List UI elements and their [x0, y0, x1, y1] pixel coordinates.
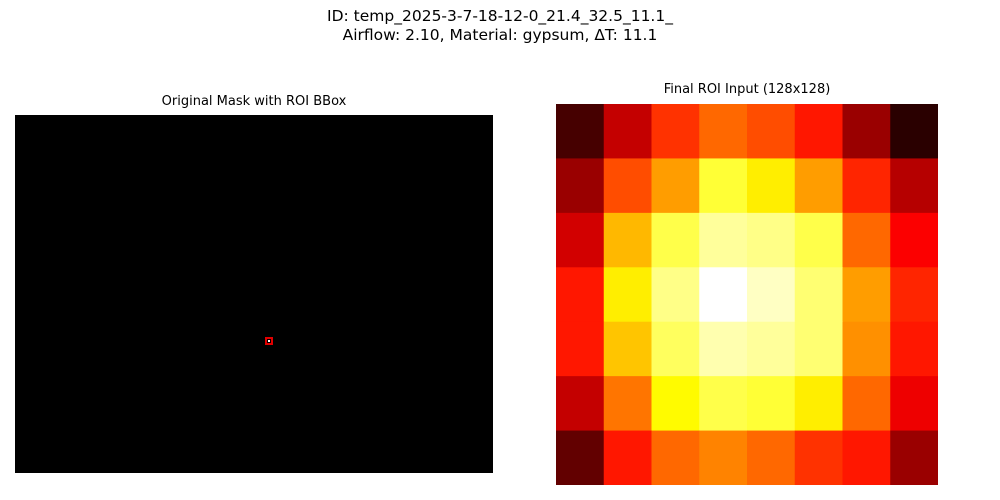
- heatmap-cell: [794, 376, 844, 432]
- heatmap-cell: [556, 104, 605, 160]
- heatmap-cell: [842, 267, 891, 323]
- heatmap-cell: [747, 104, 796, 160]
- heatmap-cell: [651, 430, 700, 485]
- heatmap-cell: [556, 267, 605, 323]
- heatmap-cell: [556, 212, 605, 268]
- heatmap-cell: [651, 158, 700, 214]
- heatmap-cell: [890, 104, 938, 160]
- heatmap-cell: [651, 104, 700, 160]
- heatmap-cell: [842, 104, 891, 160]
- heatmap-cell: [794, 430, 844, 485]
- heatmap-cell: [747, 158, 796, 214]
- heatmap-cell: [651, 321, 700, 377]
- roi-heatmap: [556, 104, 938, 485]
- heatmap-cell: [794, 267, 844, 323]
- original-mask-image: [15, 115, 493, 473]
- heatmap-cell: [842, 321, 891, 377]
- heatmap-cell: [699, 212, 748, 268]
- heatmap-cell: [556, 376, 605, 432]
- heatmap-cell: [842, 376, 891, 432]
- heatmap-cell: [603, 158, 653, 214]
- heatmap-cell: [842, 158, 891, 214]
- heatmap-cell: [747, 267, 796, 323]
- final-roi-input-image: [556, 104, 938, 485]
- heatmap-cell: [603, 104, 653, 160]
- heatmap-cell: [603, 376, 653, 432]
- heatmap-cell: [699, 430, 748, 485]
- roi-bounding-box: [265, 337, 273, 345]
- heatmap-cell: [699, 376, 748, 432]
- heatmap-cell: [603, 212, 653, 268]
- heatmap-cell: [747, 430, 796, 485]
- heatmap-cell: [747, 376, 796, 432]
- heatmap-cell: [890, 376, 938, 432]
- heatmap-cell: [794, 212, 844, 268]
- heatmap-cell: [651, 267, 700, 323]
- heatmap-cell: [699, 104, 748, 160]
- heatmap-cell: [603, 267, 653, 323]
- heatmap-cell: [603, 321, 653, 377]
- heatmap-cell: [651, 376, 700, 432]
- left-panel-title: Original Mask with ROI BBox: [161, 94, 347, 109]
- roi-mask-pixel: [268, 340, 270, 342]
- figure-title-line-2: Airflow: 2.10, Material: gypsum, ΔT: 11.…: [342, 26, 658, 44]
- heatmap-cell: [556, 158, 605, 214]
- heatmap-cell: [890, 158, 938, 214]
- heatmap-cell: [699, 321, 748, 377]
- heatmap-cell: [747, 212, 796, 268]
- heatmap-cell: [890, 267, 938, 323]
- heatmap-cell: [794, 158, 844, 214]
- figure-title-line-1: ID: temp_2025-3-7-18-12-0_21.4_32.5_11.1…: [327, 7, 673, 25]
- heatmap-cell: [794, 104, 844, 160]
- heatmap-cell: [794, 321, 844, 377]
- heatmap-cell: [651, 212, 700, 268]
- heatmap-cell: [890, 212, 938, 268]
- heatmap-cell: [556, 430, 605, 485]
- heatmap-cell: [890, 430, 938, 485]
- heatmap-cell: [556, 321, 605, 377]
- right-panel-title: Final ROI Input (128x128): [663, 82, 831, 97]
- heatmap-cell: [699, 267, 748, 323]
- heatmap-cell: [842, 430, 891, 485]
- heatmap-cell: [842, 212, 891, 268]
- heatmap-cell: [747, 321, 796, 377]
- heatmap-cell: [890, 321, 938, 377]
- heatmap-cell: [699, 158, 748, 214]
- heatmap-cell: [603, 430, 653, 485]
